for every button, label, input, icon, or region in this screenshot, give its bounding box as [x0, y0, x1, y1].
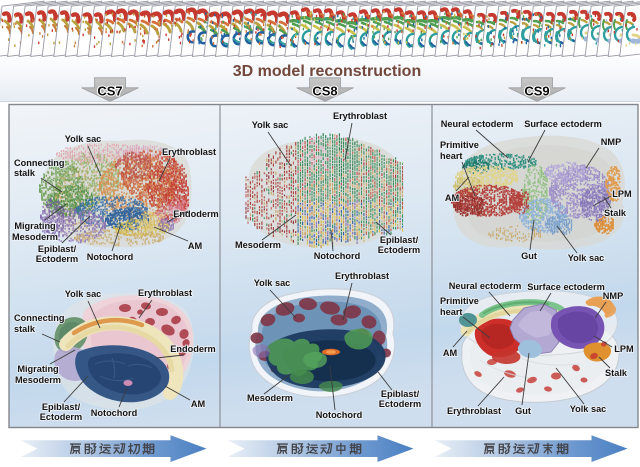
svg-text:Mesoderm: Mesoderm — [247, 393, 293, 403]
svg-text:Ectoderm: Ectoderm — [379, 399, 421, 409]
svg-text:AM: AM — [445, 193, 460, 203]
svg-text:Yolk sac: Yolk sac — [65, 134, 102, 144]
svg-text:Migrating: Migrating — [17, 364, 58, 374]
svg-text:Notochord: Notochord — [316, 410, 362, 420]
svg-text:stalk: stalk — [14, 324, 36, 334]
svg-text:Yolk sac: Yolk sac — [65, 289, 102, 299]
svg-text:Ectoderm: Ectoderm — [378, 245, 420, 255]
svg-text:heart: heart — [440, 151, 462, 161]
svg-text:AM: AM — [443, 348, 458, 358]
svg-text:Mesoderm: Mesoderm — [235, 240, 281, 250]
svg-text:Notochord: Notochord — [314, 251, 360, 261]
svg-text:Primitive: Primitive — [440, 140, 479, 150]
svg-text:LPM: LPM — [612, 189, 632, 199]
svg-text:Stalk: Stalk — [605, 368, 628, 378]
svg-text:Yolk sac: Yolk sac — [252, 120, 289, 130]
svg-text:AM: AM — [191, 399, 206, 409]
svg-text:Surface ectoderm: Surface ectoderm — [524, 119, 602, 129]
svg-text:Ectoderm: Ectoderm — [36, 254, 78, 264]
svg-text:Epiblast/: Epiblast/ — [380, 235, 419, 245]
svg-text:Erythroblast: Erythroblast — [138, 288, 192, 298]
svg-text:Stalk: Stalk — [604, 208, 627, 218]
svg-text:Mesoderm: Mesoderm — [12, 232, 58, 242]
svg-text:Surface ectoderm: Surface ectoderm — [527, 282, 605, 292]
svg-text:Erythroblast: Erythroblast — [335, 271, 389, 281]
svg-text:stalk: stalk — [14, 168, 36, 178]
svg-text:Primitive: Primitive — [440, 296, 479, 306]
svg-text:3D model reconstruction: 3D model reconstruction — [233, 63, 421, 80]
svg-text:LPM: LPM — [614, 344, 634, 354]
svg-text:Yolk sac: Yolk sac — [568, 253, 605, 263]
svg-text:Endoderm: Endoderm — [170, 344, 215, 354]
svg-text:CS9: CS9 — [524, 84, 549, 99]
svg-text:Connecting: Connecting — [14, 158, 65, 168]
svg-text:Neural ectoderm: Neural ectoderm — [441, 119, 514, 129]
svg-text:Notochord: Notochord — [91, 408, 137, 418]
svg-text:Erythroblast: Erythroblast — [162, 147, 216, 157]
svg-text:heart: heart — [440, 307, 462, 317]
svg-text:NMP: NMP — [603, 291, 623, 301]
svg-text:Yolk sac: Yolk sac — [254, 278, 291, 288]
svg-text:Epiblast/: Epiblast/ — [42, 402, 81, 412]
svg-text:NMP: NMP — [601, 137, 621, 147]
svg-text:Yolk sac: Yolk sac — [570, 404, 607, 414]
svg-text:Connecting: Connecting — [14, 313, 65, 323]
svg-text:Epiblast/: Epiblast/ — [38, 244, 77, 254]
svg-text:Migrating: Migrating — [14, 221, 55, 231]
svg-text:Neural ectoderm: Neural ectoderm — [449, 281, 522, 291]
svg-text:Erythroblast: Erythroblast — [447, 406, 501, 416]
svg-text:Gut: Gut — [521, 251, 537, 261]
svg-text:Mesoderm: Mesoderm — [15, 375, 61, 385]
svg-text:Erythroblast: Erythroblast — [333, 111, 387, 121]
svg-text:Endoderm: Endoderm — [173, 209, 218, 219]
svg-text:Notochord: Notochord — [87, 252, 133, 262]
svg-text:CS8: CS8 — [312, 84, 337, 99]
svg-text:AM: AM — [188, 241, 203, 251]
svg-text:CS7: CS7 — [97, 84, 122, 99]
svg-text:Gut: Gut — [515, 406, 531, 416]
svg-text:Ectoderm: Ectoderm — [40, 412, 82, 422]
svg-text:Epiblast/: Epiblast/ — [381, 389, 420, 399]
